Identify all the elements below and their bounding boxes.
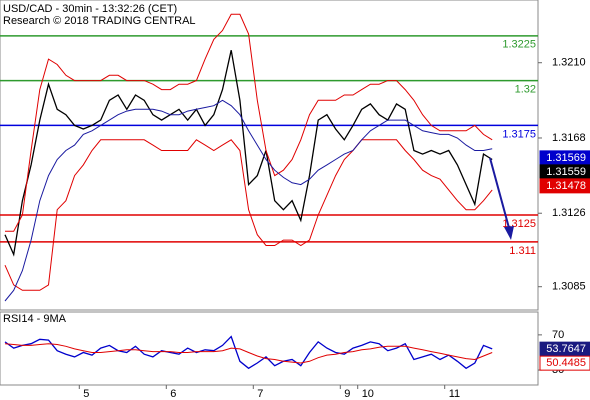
value-tag-label: 50.4485 <box>546 357 586 369</box>
value-tag-label: 1.31559 <box>546 166 586 178</box>
projection-arrow <box>489 157 510 229</box>
chart-subtitle: Research © 2018 TRADING CENTRAL <box>3 15 196 27</box>
level-label: 1.3225 <box>502 39 536 51</box>
value-tag-label: 53.7647 <box>546 343 586 355</box>
y-tick-label: 1.3210 <box>552 57 586 69</box>
series-line <box>4 343 493 364</box>
rsi-title: RSI14 - 9MA <box>3 313 67 325</box>
x-tick-label: 5 <box>83 388 89 400</box>
value-tag-label: 1.31478 <box>546 180 586 192</box>
series-line <box>5 13 493 232</box>
level-label: 1.32 <box>515 84 536 96</box>
level-label: 1.311 <box>509 245 536 257</box>
chart-title: USD/CAD - 30min - 13:32:26 (CET) <box>3 3 177 15</box>
series-line <box>4 139 493 291</box>
y-tick-label: 1.3126 <box>552 207 586 219</box>
value-tag-label: 1.31569 <box>546 152 586 164</box>
y-tick-label: 70 <box>552 329 564 341</box>
rsi-panel <box>0 311 539 386</box>
y-tick-label: 1.3085 <box>552 281 586 293</box>
series-line <box>4 99 493 302</box>
value-tag-box <box>539 178 590 194</box>
x-tick-label: 11 <box>449 388 460 400</box>
x-tick-label: 7 <box>257 388 263 400</box>
x-tick-label: 6 <box>170 388 176 400</box>
y-tick-label: 1.3168 <box>552 132 586 144</box>
x-tick-label: 10 <box>362 388 374 400</box>
x-tick-label: 9 <box>344 388 350 400</box>
value-tag-box <box>539 355 590 371</box>
series-line <box>4 335 493 370</box>
series-line <box>4 50 493 257</box>
level-label: 1.3175 <box>502 128 536 140</box>
price-panel <box>0 0 539 311</box>
arrow-head <box>504 226 514 240</box>
